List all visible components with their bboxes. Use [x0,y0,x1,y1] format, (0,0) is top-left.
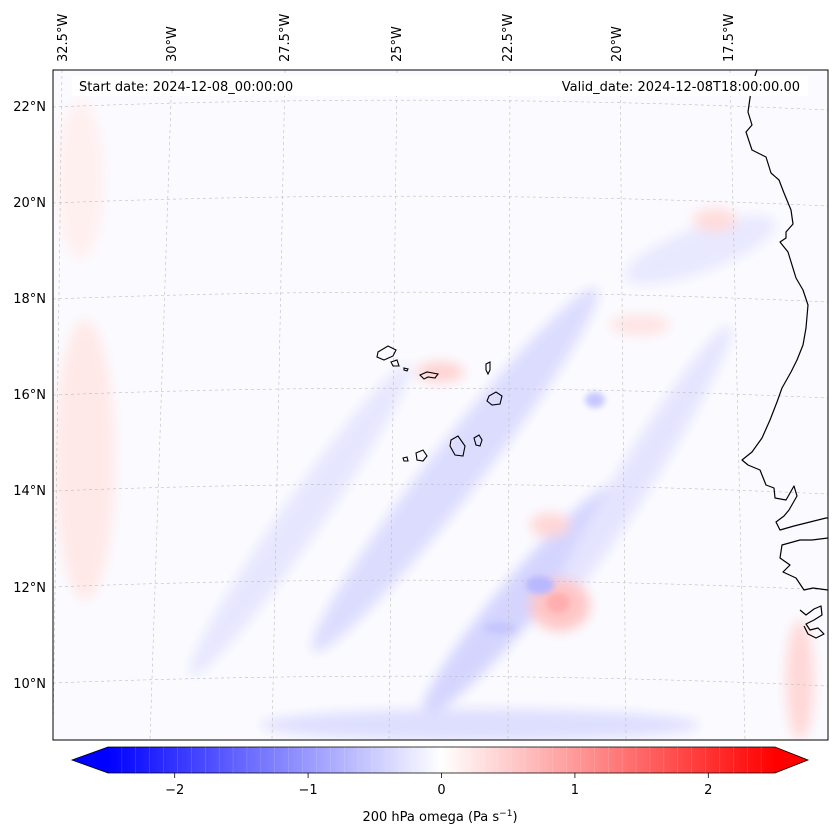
island-santiago [449,435,466,457]
lon-label-30w: 30°W [165,26,180,62]
ascent-band-east [548,325,732,615]
lon-labels: 32.5°W 30°W 27.5°W 25°W 22.5°W 20°W 17.5… [56,14,737,62]
date-banner-bg [72,76,808,96]
island-boa-vista [486,391,503,406]
colorbar-tick-marks [121,747,762,778]
start-date-label: Start date: 2024-12-08_00:00:00 [79,80,293,95]
lon-label-25w: 25°W [390,26,405,62]
descent-east-edge [786,620,814,740]
omega-smooth-layer [55,100,814,740]
omega-field [53,70,828,740]
lat-label-10n: 10°N [13,677,46,692]
gridline-lat-10n [53,675,828,687]
lon-label-32-5w: 32.5°W [56,14,71,62]
gridline-lat-14n [53,483,828,495]
gridline-lon-25w [388,70,398,740]
omega-detail-layer [484,392,605,634]
gridline-lat-18n [53,291,828,303]
descent-nw [56,100,104,260]
gridline-lon-20w [619,70,627,740]
lon-label-27-5w: 27.5°W [278,14,293,62]
gridline-lon-32-5w [53,70,63,740]
gridline-lon-22-5w [507,70,511,740]
gridline-lat-22n [53,99,828,111]
valid-date-label: Valid_date: 2024-12-08T18:00:00.00 [562,80,800,95]
descent-west [55,320,115,600]
gridline-lon-17-5w [729,70,746,740]
lat-label-18n: 18°N [13,292,46,307]
descent-patch-ne [693,208,737,232]
gridline-lat-20n [53,195,828,207]
colorbar-extend-low [72,747,108,773]
ascent-band-west [189,363,411,677]
island-sao-vicente [390,359,400,367]
coastline-bissagos [799,605,825,639]
ascent-core-south [526,576,554,594]
descent-patch-central [416,362,464,382]
colorbar-label-sup: −1 [499,809,512,819]
gridline-lat-16n [53,387,828,399]
colorbar-tick-labels: −2 −1 0 1 2 [165,783,712,798]
colorbar-label-main: 200 hPa omega (Pa s [362,810,499,825]
island-santo-antao [376,345,397,361]
colorbar: −2 −1 0 1 2 200 hPa omega (Pa s−1) [70,746,810,825]
colorbar-tick-label: −1 [299,783,318,798]
colorbar-label-end: ) [512,810,517,825]
descent-patch-east [530,513,570,537]
graticule [53,70,828,740]
descent-patch-mid [610,315,670,335]
ascent-core-bottom [484,622,516,634]
island-brava [402,456,409,462]
colorbar-outline [70,746,810,774]
ascent-band-main [311,288,599,652]
map-frame [52,69,829,741]
lat-label-22n: 22°N [13,100,46,115]
lat-label-16n: 16°N [13,388,46,403]
coastline-west-africa [741,70,828,531]
coastlines [741,70,828,639]
colorbar-tick-label: 1 [571,783,579,798]
colorbar-body [108,747,775,773]
colorbar-tick-label: 2 [704,783,712,798]
island-sal [485,361,491,376]
colorbar-extend-high [775,747,808,773]
island-sao-nicolau [419,371,439,380]
lon-label-17-5w: 17.5°W [722,14,737,62]
lat-label-14n: 14°N [13,484,46,499]
lon-label-22-5w: 22.5°W [501,14,516,62]
lat-label-12n: 12°N [13,581,46,596]
colorbar-tick-label: −2 [165,783,184,798]
map-panel [53,70,828,740]
lat-label-20n: 20°N [13,196,46,211]
cape-verde-islands [376,345,503,462]
gridline-lon-30w [149,70,173,740]
island-maio [473,434,483,447]
island-santa-luzia [403,367,409,372]
gridline-lon-27-5w [271,70,286,740]
colorbar-label: 200 hPa omega (Pa s−1) [362,809,517,825]
ascent-band-south [422,484,618,716]
lon-label-20w: 20°W [610,26,625,62]
colorbar-tick-label: 0 [437,783,445,798]
ascent-patch-ne [624,215,776,285]
lat-labels: 22°N 20°N 18°N 16°N 14°N 12°N 10°N [13,100,46,692]
ascent-bottom [260,709,700,740]
descent-core-south [546,593,570,613]
coastline-guinea [779,537,828,591]
ascent-core-east [585,392,605,408]
gridline-lat-12n [53,579,828,591]
island-fogo [415,449,428,462]
